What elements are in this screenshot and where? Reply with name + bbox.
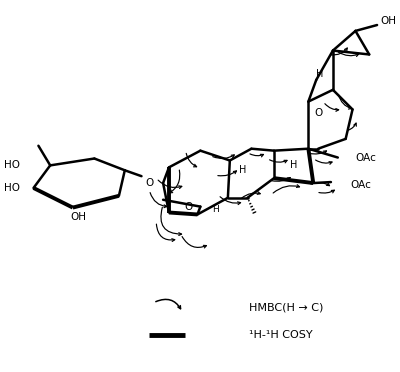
Text: HO: HO <box>4 160 20 170</box>
Text: O: O <box>184 202 193 212</box>
Text: OH: OH <box>71 212 87 222</box>
FancyArrowPatch shape <box>311 183 330 186</box>
FancyArrowPatch shape <box>316 160 332 164</box>
FancyArrowPatch shape <box>325 104 339 111</box>
FancyArrowPatch shape <box>158 180 182 189</box>
FancyArrowPatch shape <box>170 170 180 193</box>
FancyArrowPatch shape <box>213 155 234 158</box>
Text: HMBC(H → C): HMBC(H → C) <box>250 303 324 313</box>
FancyArrowPatch shape <box>220 197 240 205</box>
Text: O: O <box>145 178 154 188</box>
FancyArrowPatch shape <box>156 224 175 241</box>
FancyArrowPatch shape <box>270 160 287 163</box>
FancyArrowPatch shape <box>273 185 300 193</box>
FancyArrowPatch shape <box>309 151 326 154</box>
FancyArrowPatch shape <box>161 207 182 235</box>
Text: H: H <box>290 160 297 170</box>
FancyArrowPatch shape <box>338 94 352 109</box>
FancyArrowPatch shape <box>182 237 206 248</box>
Text: O: O <box>314 108 322 118</box>
FancyArrowPatch shape <box>150 193 167 208</box>
FancyArrowPatch shape <box>186 153 197 167</box>
Text: ¹H-¹H COSY: ¹H-¹H COSY <box>250 330 313 340</box>
FancyArrowPatch shape <box>331 48 347 55</box>
Text: OAc: OAc <box>350 180 372 190</box>
FancyArrowPatch shape <box>242 192 260 198</box>
Text: HO: HO <box>4 183 20 193</box>
Text: H: H <box>212 205 218 214</box>
Text: H: H <box>316 69 324 79</box>
FancyArrowPatch shape <box>338 52 358 57</box>
FancyArrowPatch shape <box>348 123 356 130</box>
FancyArrowPatch shape <box>156 299 180 309</box>
FancyArrowPatch shape <box>272 177 290 181</box>
FancyArrowPatch shape <box>250 154 264 157</box>
FancyArrowPatch shape <box>218 171 236 176</box>
Text: OAc: OAc <box>356 153 376 163</box>
FancyArrowPatch shape <box>319 190 334 193</box>
Text: H: H <box>239 165 246 175</box>
Text: OH: OH <box>380 16 396 26</box>
